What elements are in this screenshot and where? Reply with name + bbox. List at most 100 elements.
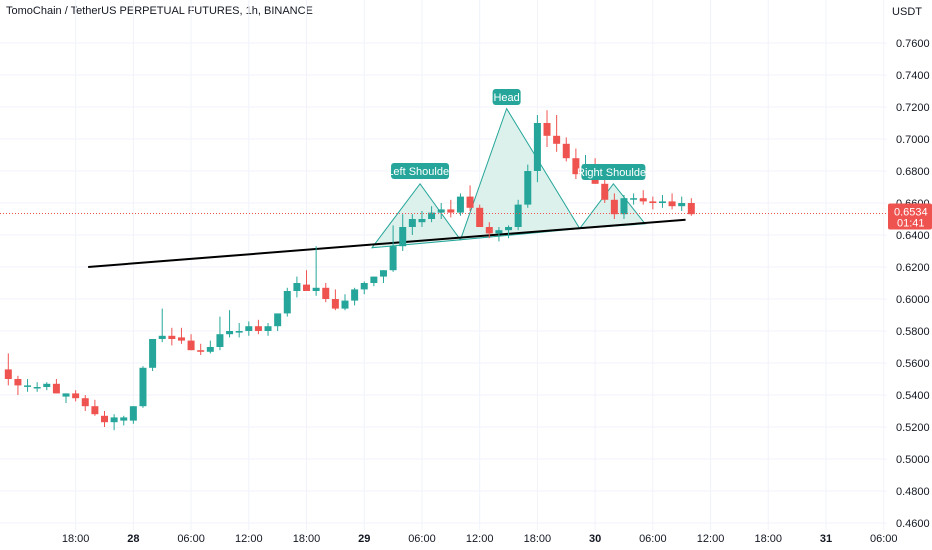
candle-body: [149, 339, 157, 368]
candle-body: [668, 201, 676, 207]
candle: [610, 193, 618, 219]
candle-body: [505, 227, 513, 231]
candle-body: [341, 300, 349, 309]
neckline-line: [88, 218, 686, 268]
candle-body: [408, 219, 416, 227]
price-axis: 0.76000.74000.72000.70000.68000.66000.64…: [888, 38, 932, 530]
candle: [72, 390, 80, 402]
candle: [360, 281, 368, 295]
candle-body: [206, 347, 214, 352]
current-price-timer: 01:41: [897, 218, 925, 230]
candle-body: [72, 393, 80, 399]
candle-body: [399, 227, 407, 247]
candle-body: [293, 283, 301, 291]
label-box: [391, 163, 450, 179]
candle-body: [303, 284, 311, 291]
candle-body: [476, 207, 484, 227]
candle: [572, 148, 580, 179]
price-tick-label: 0.5000: [896, 454, 930, 466]
candle-body: [129, 406, 137, 421]
right-shoulder-label: Right Shoulder: [577, 164, 650, 180]
candle-body: [4, 369, 12, 379]
candle-body: [139, 367, 147, 407]
candle: [533, 115, 541, 183]
time-tick-label: 18:00: [524, 533, 552, 545]
candle-body: [562, 143, 570, 159]
candle: [91, 399, 99, 416]
candle: [331, 289, 339, 311]
candles: [4, 110, 695, 431]
candle-body: [120, 417, 128, 421]
candle: [235, 323, 243, 338]
candle-body: [91, 406, 99, 415]
candle: [379, 270, 387, 283]
time-tick-label: 29: [358, 533, 370, 545]
candle: [110, 414, 118, 431]
candle: [389, 225, 397, 272]
candle: [668, 193, 676, 210]
candle-body: [389, 246, 397, 271]
candle: [370, 276, 378, 287]
time-tick-label: 06:00: [177, 533, 205, 545]
candle-body: [33, 387, 41, 389]
current-price-value: 0.6534: [894, 207, 928, 219]
candle-body: [514, 204, 522, 227]
candle: [505, 225, 513, 239]
time-tick-label: 28: [127, 533, 139, 545]
time-tick-label: 06:00: [639, 533, 667, 545]
candle: [543, 110, 551, 147]
candle-body: [312, 287, 320, 291]
price-tick-label: 0.7600: [896, 38, 930, 50]
label-text: Head: [493, 92, 519, 104]
candle: [678, 196, 686, 211]
candle-body: [370, 276, 378, 283]
candle: [418, 211, 426, 227]
price-tick-label: 0.7400: [896, 70, 930, 82]
label-text: Left Shoulder: [387, 166, 453, 178]
candle-body: [610, 199, 618, 215]
candle-body: [274, 313, 282, 327]
candle: [437, 203, 445, 219]
candle-body: [351, 289, 359, 301]
candle: [149, 339, 157, 371]
candle: [52, 379, 60, 394]
current-price-tag-bg: [888, 203, 932, 230]
price-tick-label: 0.5600: [896, 358, 930, 370]
candle-body: [14, 379, 22, 386]
candle-body: [639, 198, 647, 202]
candle-body: [437, 209, 445, 213]
candle-body: [52, 383, 60, 394]
candle-body: [572, 158, 580, 175]
price-tick-label: 0.6400: [896, 230, 930, 242]
candle-body: [177, 337, 185, 341]
candle: [562, 137, 570, 162]
candle: [226, 310, 234, 338]
candle-body: [524, 171, 532, 205]
candle: [456, 193, 464, 216]
time-tick-label: 06:00: [870, 533, 898, 545]
candle: [24, 379, 32, 392]
price-tick-label: 0.6200: [896, 262, 930, 274]
candle-body: [168, 335, 176, 339]
candle: [274, 313, 282, 331]
candle-body: [687, 203, 695, 215]
candle: [245, 321, 253, 336]
time-tick-label: 18:00: [62, 533, 90, 545]
label-text: Right Shoulder: [577, 167, 650, 179]
price-tick-label: 0.6800: [896, 166, 930, 178]
candle-body: [81, 398, 89, 407]
time-tick-label: 06:00: [408, 533, 436, 545]
head-triangle: [459, 107, 581, 241]
candle: [351, 287, 359, 306]
candle: [620, 195, 628, 219]
head-label: Head: [492, 89, 521, 105]
candle: [62, 393, 70, 403]
candle-body: [283, 291, 291, 314]
price-tick-label: 0.7200: [896, 102, 930, 114]
time-tick-label: 18:00: [293, 533, 321, 545]
candle-body: [543, 123, 551, 136]
candle: [524, 164, 532, 208]
candle-body: [264, 326, 272, 331]
price-tick-label: 0.6000: [896, 294, 930, 306]
